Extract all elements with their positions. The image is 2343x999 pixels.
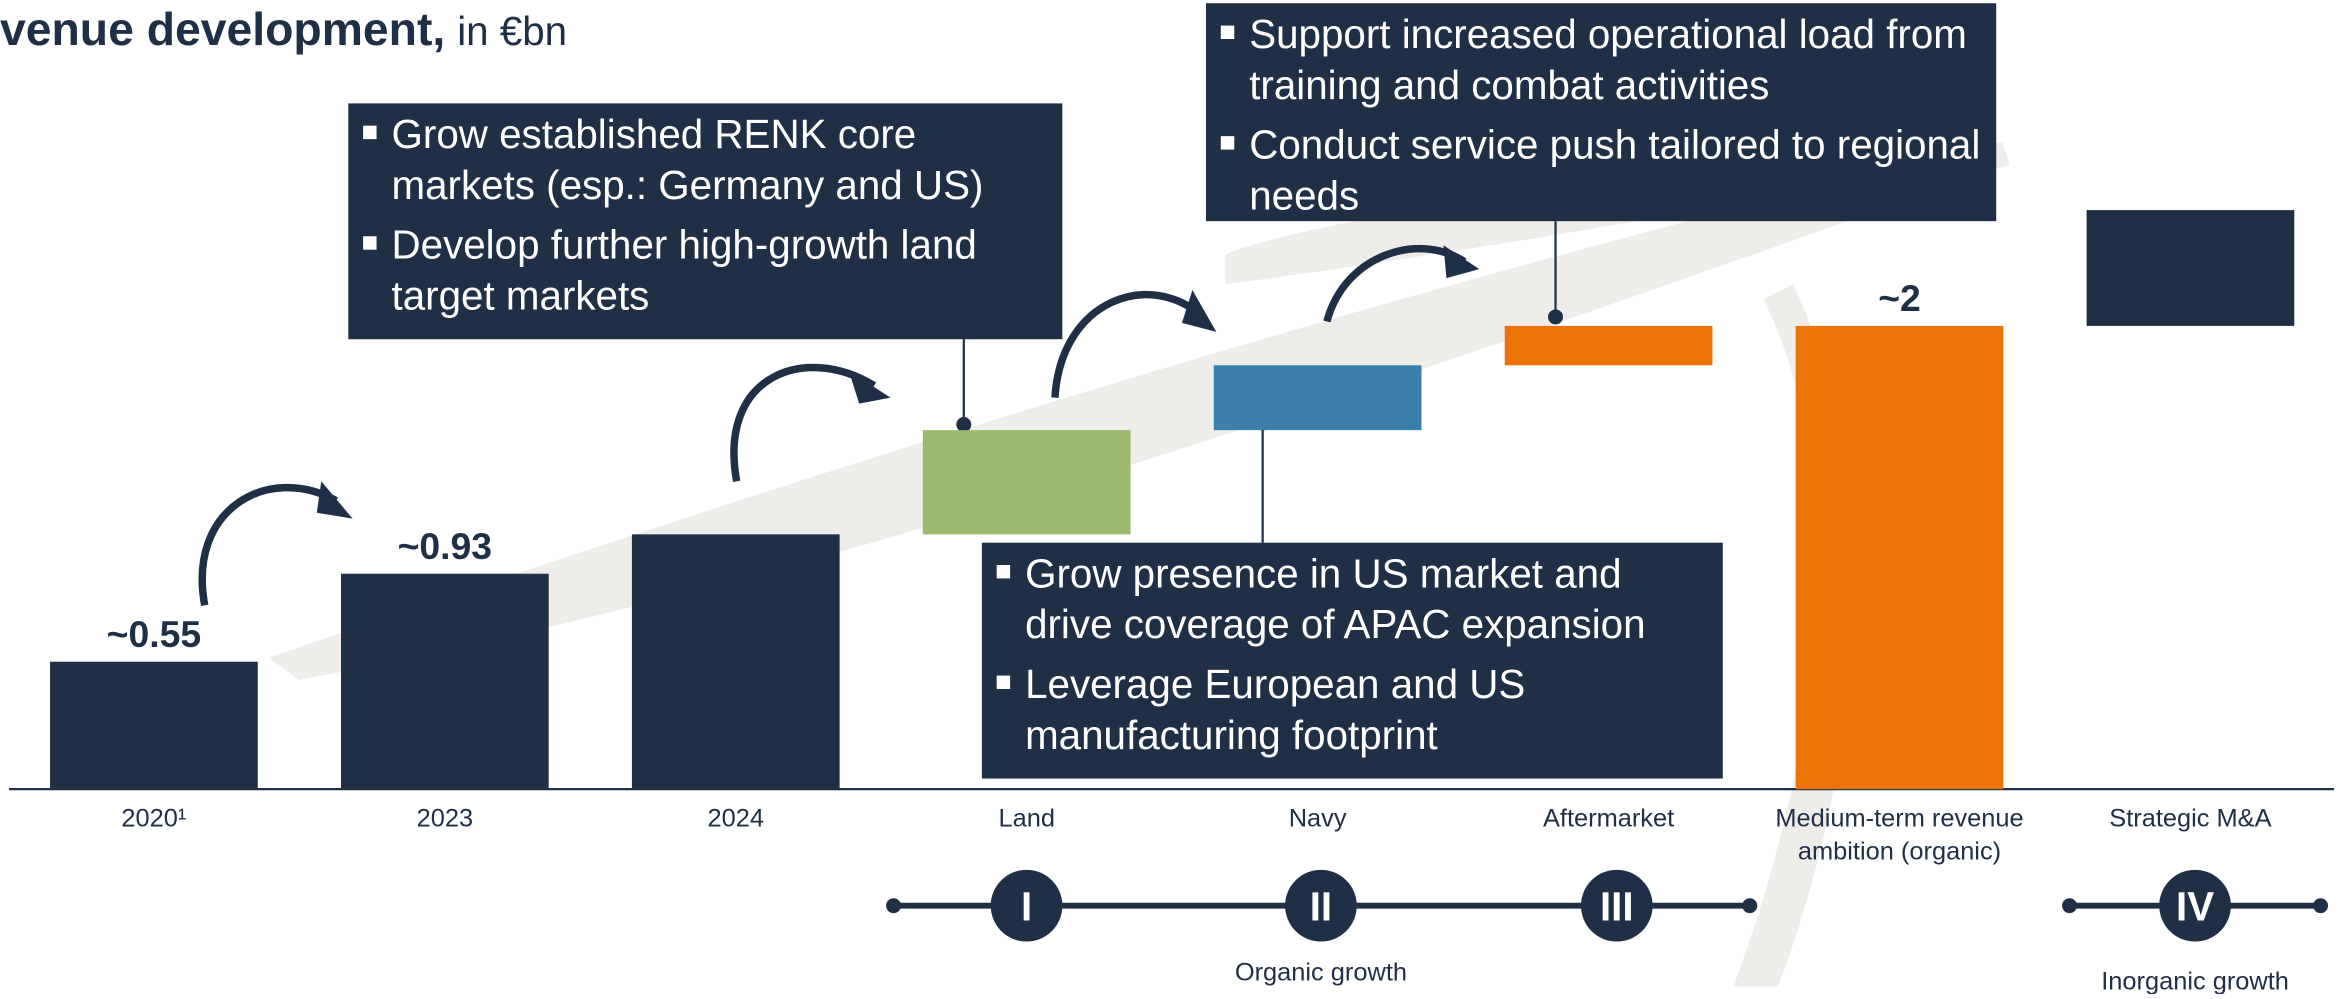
bar [922,430,1131,535]
bar [2086,210,2295,326]
callout-bullet: Leverage European and US manufacturing f… [996,659,1708,761]
callout-box: Support increased operational load from … [1205,3,1997,222]
x-tick-label: Strategic M&A [2109,804,2271,832]
chart-title: venue development, in €bn [0,3,567,55]
callout: Grow presence in US market and drive cov… [981,542,1723,779]
phase-label: II [1310,884,1332,930]
group-label: Inorganic growth [2101,967,2289,994]
bar [631,534,840,790]
callout-box: Grow established RENK core markets (esp.… [348,103,1063,340]
phase-label: I [1021,884,1032,930]
x-tick-label: Navy [1289,804,1347,832]
x-tick-label: Land [998,804,1054,832]
callout-bullet: Support increased operational load from … [1220,9,1982,111]
phase-marker [1285,869,1357,942]
phase-label: III [1600,884,1634,930]
arrowheads [316,245,1480,519]
x-tick-label: 2024 [708,804,764,832]
phase-label: IV [2176,884,2214,930]
connectors [962,221,1557,543]
timeline-ends [886,898,2329,914]
phase-marker [2159,869,2231,942]
bar [1504,325,1713,366]
callout-bullet: Develop further high-growth land target … [363,220,1047,322]
x-tick-label: Medium-term revenue ambition (organic) [1775,804,2023,865]
callout-bullet: Grow presence in US market and drive cov… [996,549,1708,651]
bar [1795,325,2004,790]
bar [50,661,258,790]
bar [1213,365,1422,431]
bar [340,573,549,790]
callout-bullet: Conduct service push tailored to regiona… [1220,120,1982,222]
value-label: ~2 [1878,277,1921,319]
group-label: Organic growth [1235,958,1407,986]
phase-marker [1580,869,1653,942]
x-tick-label: 2023 [417,804,473,832]
phase-marker [990,869,1063,942]
callout: Support increased operational load from … [1205,3,1997,222]
value-label: ~0.55 [107,613,202,655]
callout: Grow established RENK core markets (esp.… [348,103,1063,340]
x-tick-label: 2020¹ [121,804,186,832]
x-tick-label: Aftermarket [1543,804,1674,832]
value-label: ~0.93 [398,525,493,567]
callout-bullet: Grow established RENK core markets (esp.… [363,109,1047,211]
callout-box: Grow presence in US market and drive cov… [981,542,1723,779]
